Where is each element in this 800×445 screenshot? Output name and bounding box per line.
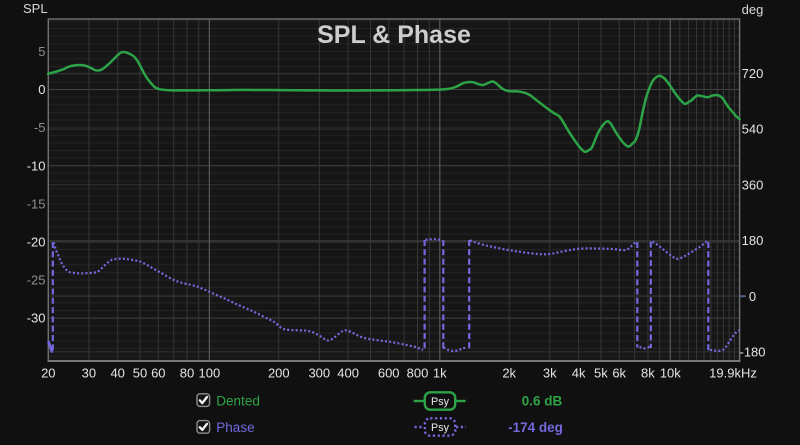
svg-text:4k: 4k (572, 366, 586, 381)
svg-text:-25: -25 (27, 273, 46, 288)
svg-text:Psy: Psy (431, 396, 450, 408)
svg-text:600: 600 (378, 366, 400, 381)
svg-text:200: 200 (268, 366, 290, 381)
svg-text:360: 360 (742, 177, 764, 192)
svg-text:-20: -20 (27, 235, 46, 250)
svg-text:10k: 10k (660, 366, 681, 381)
svg-text:0.6 dB: 0.6 dB (522, 393, 563, 408)
svg-text:8k: 8k (641, 366, 655, 381)
svg-text:0: 0 (749, 289, 756, 304)
svg-text:Phase: Phase (216, 420, 254, 435)
svg-text:80: 80 (180, 366, 194, 381)
svg-text:-180: -180 (739, 345, 765, 360)
svg-text:540: 540 (742, 122, 764, 137)
svg-text:3k: 3k (543, 366, 557, 381)
svg-text:5: 5 (38, 44, 45, 59)
svg-text:20: 20 (41, 366, 55, 381)
svg-text:400: 400 (337, 366, 359, 381)
svg-text:-15: -15 (27, 196, 46, 211)
svg-text:1k: 1k (433, 366, 447, 381)
svg-text:50: 50 (133, 366, 147, 381)
svg-text:720: 720 (742, 66, 764, 81)
svg-text:0: 0 (38, 82, 45, 97)
svg-text:-5: -5 (34, 120, 46, 135)
svg-text:SPL & Phase: SPL & Phase (317, 21, 471, 49)
svg-text:300: 300 (308, 366, 330, 381)
svg-text:180: 180 (742, 233, 764, 248)
svg-text:Dented: Dented (216, 393, 260, 408)
svg-text:60: 60 (151, 366, 165, 381)
svg-text:deg: deg (742, 2, 764, 17)
svg-text:800: 800 (407, 366, 429, 381)
svg-text:5k: 5k (594, 366, 608, 381)
svg-text:19.9kHz: 19.9kHz (709, 366, 757, 381)
svg-text:2k: 2k (502, 366, 516, 381)
svg-text:SPL: SPL (23, 1, 48, 16)
svg-text:40: 40 (110, 366, 124, 381)
svg-text:-174 deg: -174 deg (508, 420, 563, 435)
svg-text:30: 30 (82, 366, 96, 381)
svg-text:100: 100 (199, 366, 221, 381)
svg-text:6k: 6k (612, 366, 626, 381)
svg-text:-30: -30 (27, 311, 46, 326)
svg-text:Psy: Psy (431, 422, 450, 434)
svg-text:-10: -10 (27, 158, 46, 173)
